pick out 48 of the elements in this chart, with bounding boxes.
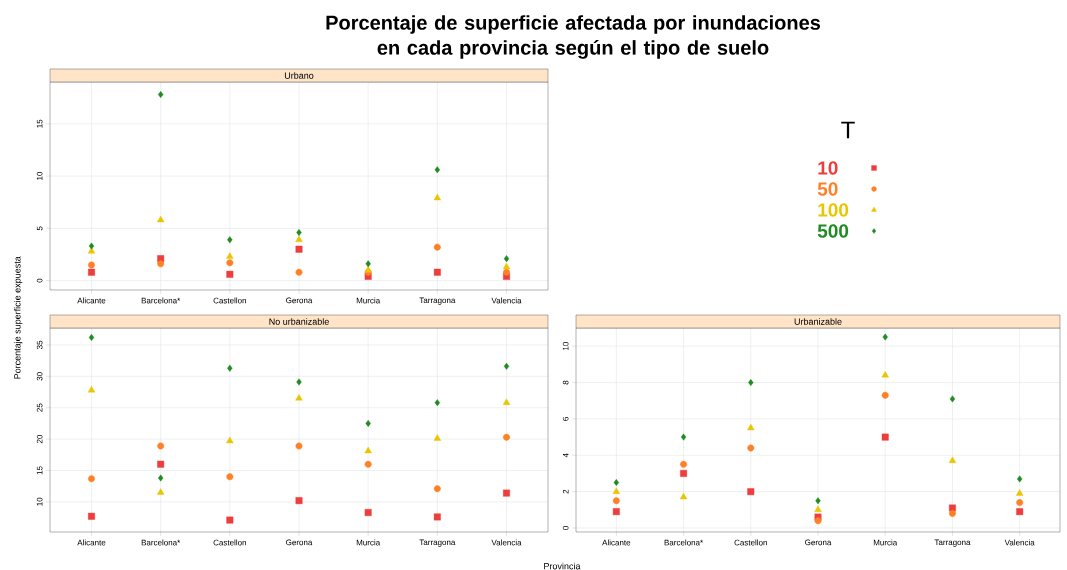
legend-label: 10 [818, 161, 838, 175]
y-tick-label: 20 [36, 434, 43, 444]
x-tick-label: Tarragona [934, 539, 971, 547]
x-tick-label: Tarragona [419, 539, 456, 547]
chart-title: No urbanizable [269, 318, 329, 325]
chart-title: Porcentaje de superficie afectada por inundaciones en cada provincia según el tipo de suelo [326, 15, 821, 59]
y-tick-label: 25 [36, 403, 43, 412]
chart-title: Urbanizable [794, 318, 842, 325]
x-tick-label: Barcelona* [664, 539, 704, 546]
x-tick-label: Barcelona* [141, 539, 181, 546]
x-tick-label: Alicante [77, 297, 106, 304]
y-tick-label: 10 [562, 342, 569, 351]
y-tick-label: 35 [36, 340, 43, 350]
y-tick-label: 30 [36, 372, 43, 381]
legend-title: T [841, 121, 855, 139]
y-tick-label: 5 [36, 226, 43, 231]
y-tick-label: 10 [36, 171, 43, 180]
y-tick-label: 6 [562, 417, 569, 421]
x-tick-label: Barcelona* [141, 297, 181, 304]
x-tick-label: Castellon [213, 297, 246, 304]
x-tick-label: Castellon [734, 539, 767, 546]
x-axis-title: Provincia [544, 562, 581, 570]
x-tick-label: Valencia [491, 539, 522, 546]
legend-label: 100 [818, 203, 849, 217]
x-tick-label: Alicante [77, 539, 106, 546]
x-tick-label: Castellon [213, 539, 246, 546]
y-tick-label: 10 [36, 497, 43, 506]
y-tick-label: 8 [562, 380, 569, 385]
y-tick-label: 2 [562, 489, 569, 494]
x-tick-label: Tarragona [419, 297, 456, 305]
x-tick-label: Gerona [286, 539, 313, 546]
y-tick-label: 15 [36, 119, 43, 128]
x-tick-label: Murcia [873, 539, 898, 546]
chart-subtitle: Urbano [284, 72, 314, 79]
x-tick-label: Murcia [356, 297, 381, 304]
legend-label: 500 [817, 224, 849, 238]
y-tick-label: 0 [36, 278, 43, 283]
y-tick-label: 15 [36, 466, 43, 475]
x-tick-label: Murcia [356, 539, 381, 546]
x-tick-label: Alicante [602, 539, 631, 546]
legend-label: 50 [817, 182, 838, 196]
y-tick-label: 4 [562, 453, 569, 458]
x-tick-label: Valencia [1004, 539, 1035, 546]
x-tick-label: Gerona [805, 539, 832, 546]
x-tick-label: Valencia [491, 297, 522, 304]
y-tick-label: 0 [562, 526, 569, 530]
y-axis-title: Porcentaje superficie expuesta [13, 256, 23, 379]
x-tick-label: Gerona [286, 297, 313, 304]
